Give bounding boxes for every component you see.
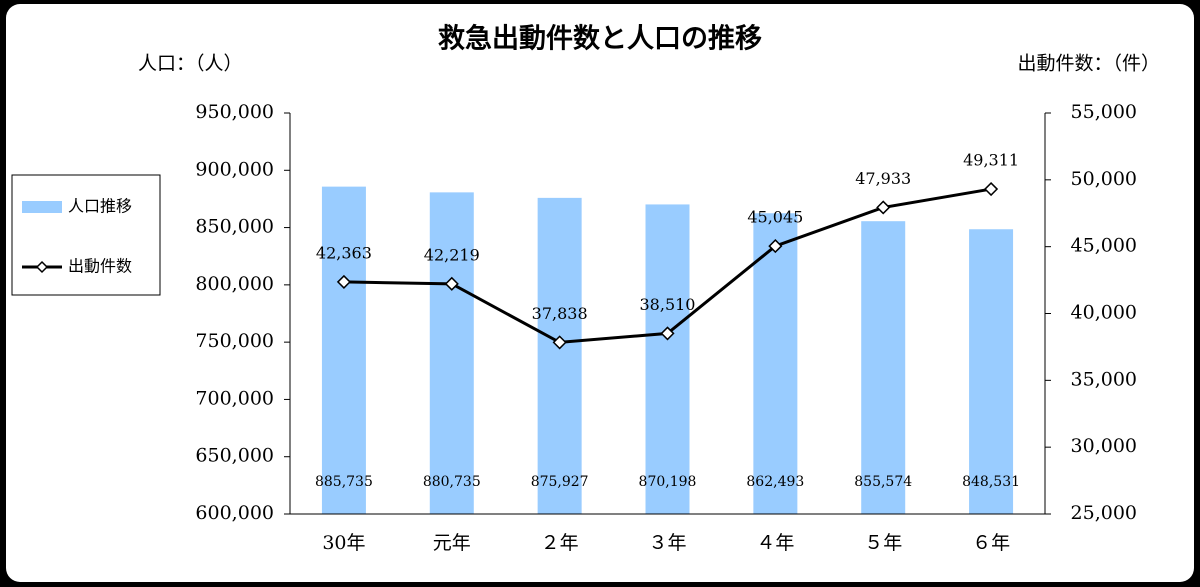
- bar-value-label: 870,198: [639, 474, 697, 490]
- line-marker: [552, 335, 567, 350]
- y-tick-label: 900,000: [195, 158, 274, 180]
- line-marker: [984, 181, 999, 197]
- y-tick-label: 850,000: [195, 216, 274, 238]
- y2-tick-label: 45,000: [1071, 235, 1137, 257]
- bar: [429, 192, 474, 514]
- y2-tick-label: 50,000: [1071, 168, 1137, 190]
- bar: [969, 229, 1014, 514]
- bar-value-label: 855,574: [854, 474, 912, 490]
- bar-value-label: 848,531: [962, 474, 1020, 490]
- y-tick-label: 950,000: [195, 101, 274, 123]
- legend-label: 出動件数: [68, 257, 132, 276]
- line-marker: [444, 276, 459, 291]
- y2-tick-label: 30,000: [1071, 435, 1137, 457]
- line-value-label: 38,510: [640, 295, 696, 314]
- line-value-label: 49,311: [963, 151, 1019, 170]
- y-tick-label: 800,000: [195, 273, 274, 295]
- x-tick-label: ５年: [864, 532, 902, 554]
- y2-axis-label: 出動件数：（件）: [1017, 53, 1160, 75]
- line-marker: [336, 274, 351, 289]
- x-tick-label: ２年: [541, 532, 579, 554]
- bar-value-label: 875,927: [531, 474, 589, 490]
- chart-background: [6, 4, 1194, 582]
- legend-box: [11, 174, 161, 296]
- bar: [861, 221, 906, 514]
- y-tick-label: 700,000: [195, 387, 274, 409]
- x-tick-label: 元年: [433, 532, 471, 554]
- y2-tick-label: 35,000: [1071, 368, 1137, 390]
- y2-tick-label: 25,000: [1071, 502, 1137, 524]
- bar-value-label: 862,493: [746, 474, 804, 490]
- line-marker: [876, 200, 891, 215]
- bar-value-label: 880,735: [423, 474, 481, 490]
- y-tick-label: 600,000: [195, 502, 274, 524]
- line-marker: [660, 326, 675, 341]
- x-tick-label: ４年: [756, 532, 794, 554]
- x-tick-label: ３年: [648, 532, 686, 554]
- line-value-label: 45,045: [747, 208, 803, 227]
- line-value-label: 47,933: [855, 169, 911, 188]
- bar: [753, 213, 798, 514]
- bar: [537, 197, 582, 514]
- bar: [321, 186, 366, 514]
- legend-label: 人口推移: [68, 197, 132, 216]
- legend-swatch: [22, 201, 62, 213]
- x-tick-label: 30年: [322, 532, 365, 554]
- chart-title: 救急出動件数と人口の推移: [438, 23, 762, 55]
- y-axis-label: 人口：（人）: [138, 53, 243, 75]
- legend-marker: [35, 260, 49, 274]
- y2-tick-label: 40,000: [1071, 302, 1137, 324]
- line-value-label: 37,838: [532, 304, 588, 323]
- y2-tick-label: 55,000: [1071, 101, 1137, 123]
- x-tick-label: ６年: [972, 532, 1010, 554]
- line-marker: [768, 239, 783, 254]
- bar: [645, 204, 690, 514]
- line-value-label: 42,219: [424, 245, 480, 264]
- line-value-label: 42,363: [316, 243, 372, 262]
- y-tick-label: 650,000: [195, 445, 274, 467]
- bar-value-label: 885,735: [315, 474, 373, 490]
- y-tick-label: 750,000: [195, 330, 274, 352]
